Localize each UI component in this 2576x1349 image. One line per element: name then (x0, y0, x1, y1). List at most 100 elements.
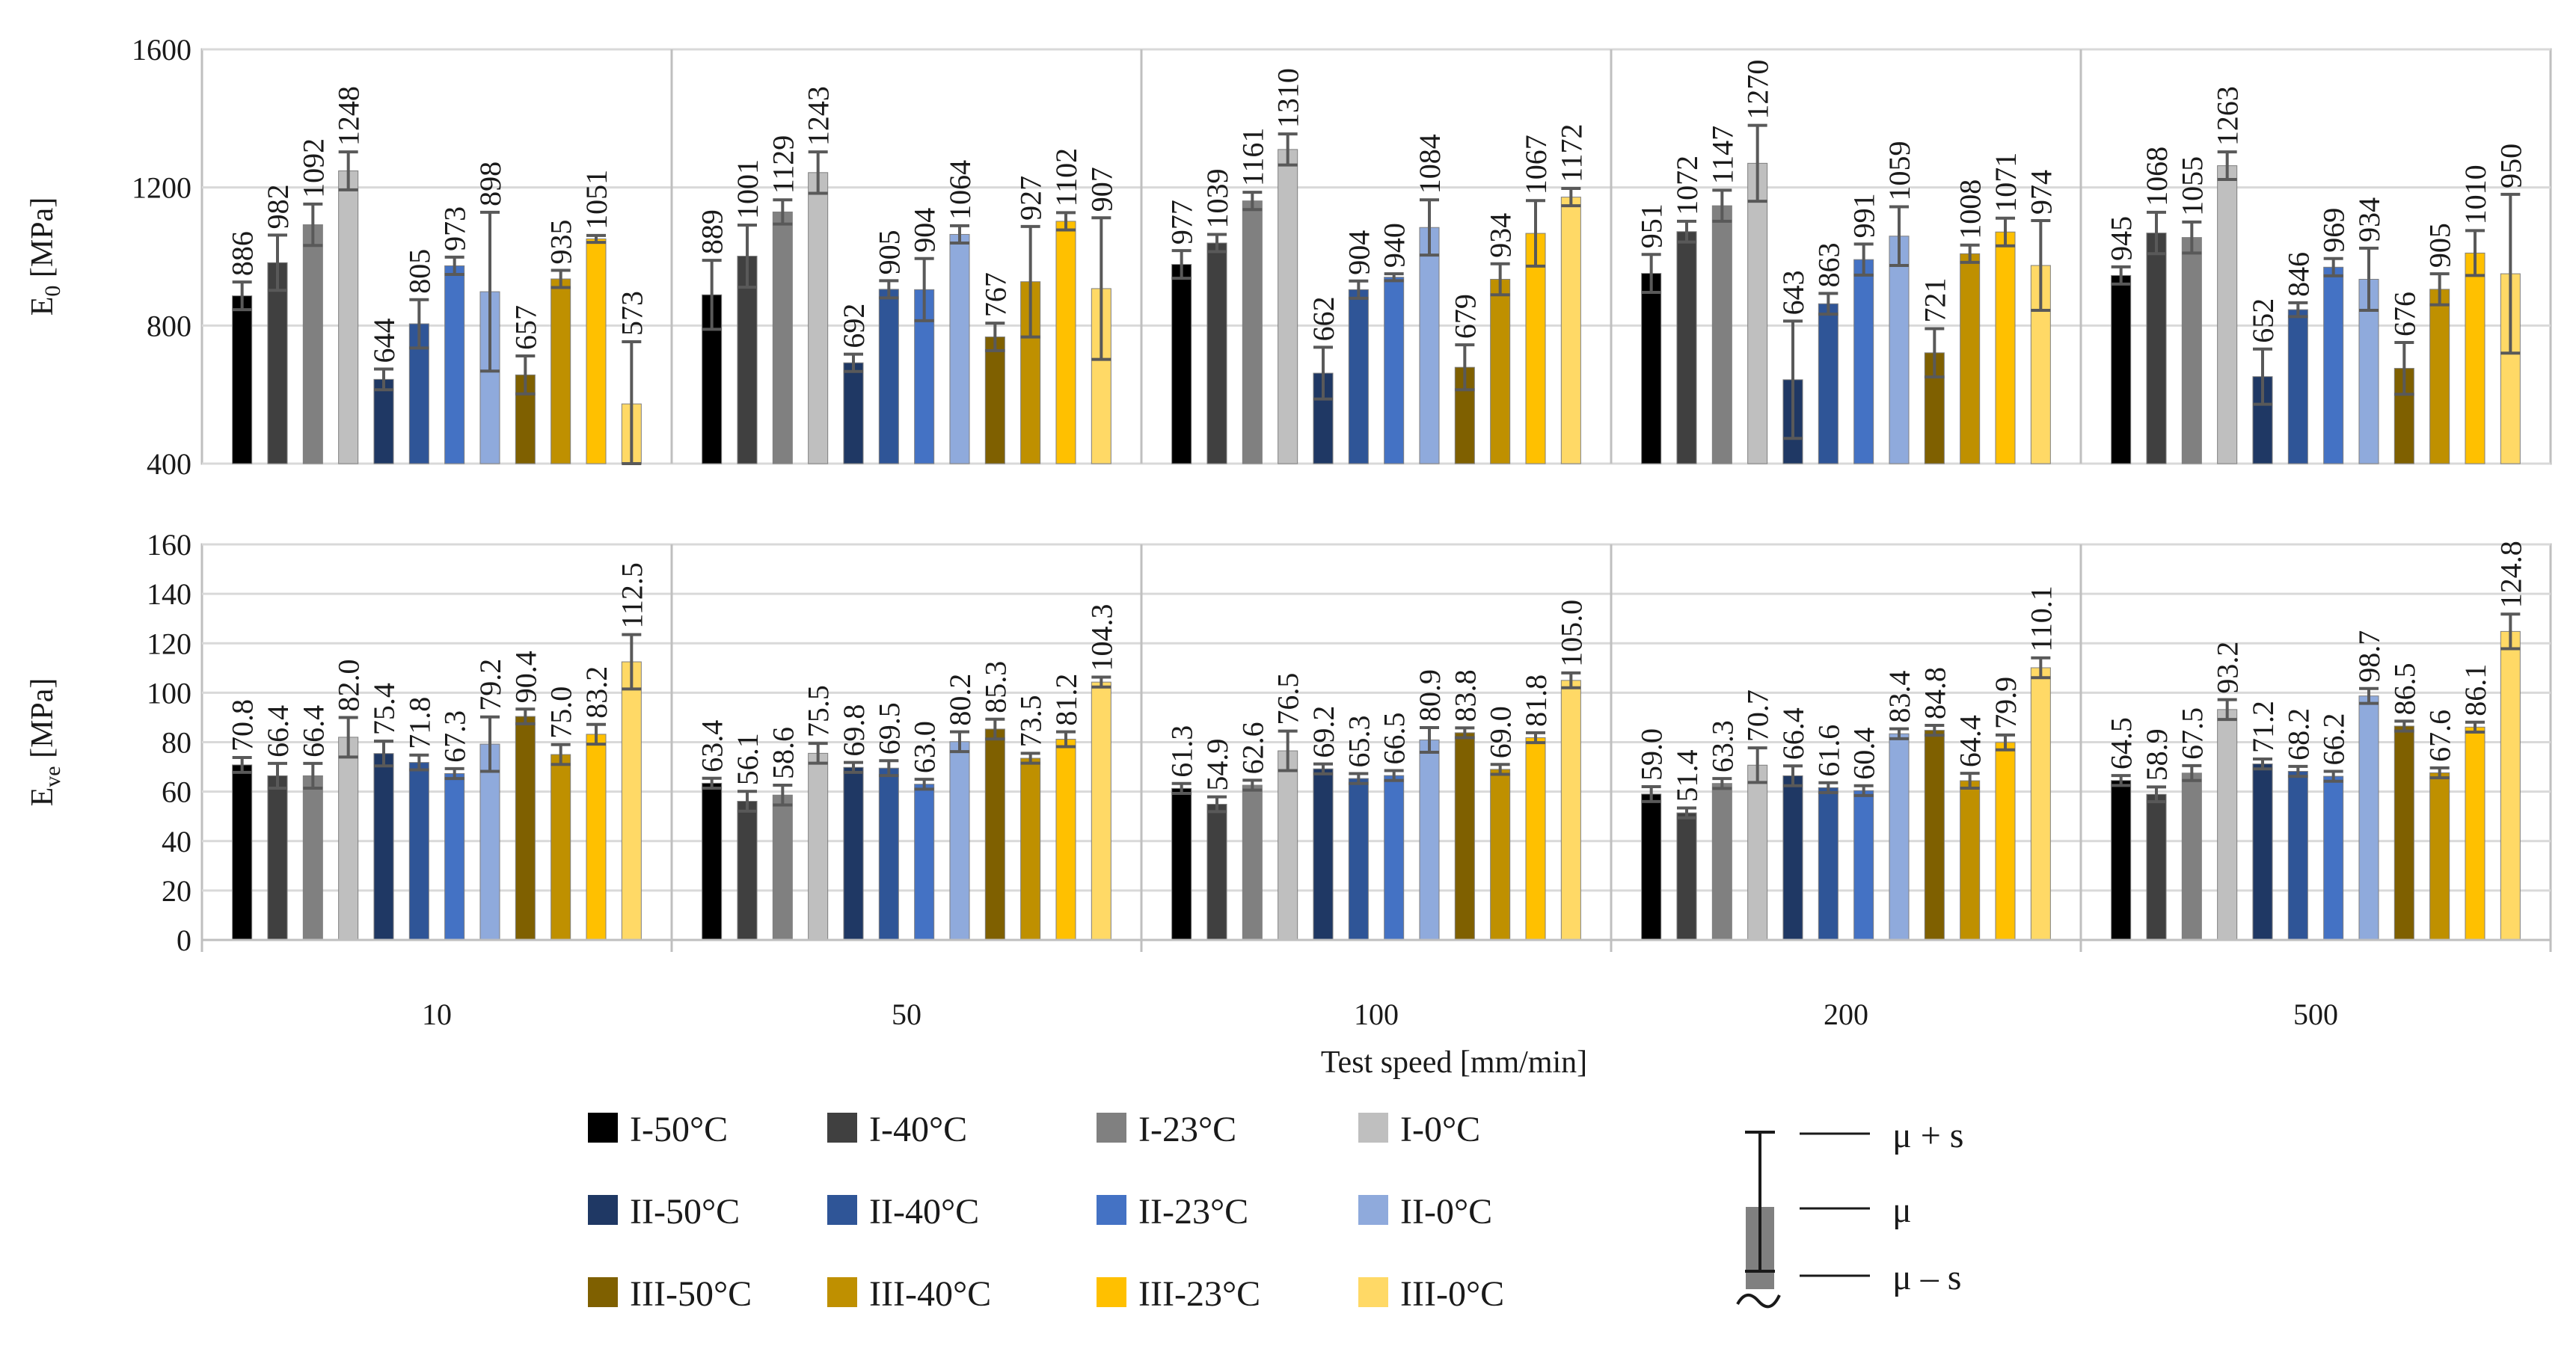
bar (1348, 778, 1369, 941)
legend-label: II-40°C (869, 1192, 979, 1232)
bar (338, 737, 359, 941)
bar (702, 782, 723, 941)
bar (2146, 233, 2167, 464)
data-label: 679 (1448, 294, 1482, 339)
bar (1055, 221, 1076, 464)
data-label: 63.0 (908, 721, 942, 773)
y-tick-label: 400 (147, 447, 191, 481)
data-label: 991 (1847, 193, 1881, 238)
data-label: 124.8 (2494, 541, 2527, 608)
data-label: 846 (2281, 252, 2315, 297)
data-label: 676 (2388, 292, 2421, 337)
data-label: 69.5 (872, 702, 906, 755)
data-label: 58.6 (766, 727, 800, 779)
y-tick-label: 800 (147, 309, 191, 342)
bar (1853, 259, 1874, 464)
bar (2429, 772, 2450, 941)
bar (551, 754, 571, 941)
data-label: 973 (438, 206, 472, 251)
legend-label: III-23°C (1138, 1274, 1260, 1314)
data-label: 935 (545, 219, 578, 264)
bar (302, 775, 323, 941)
bar (479, 743, 500, 941)
y-tick-label: 140 (147, 577, 191, 611)
data-label: 1161 (1236, 128, 1269, 187)
bar (843, 362, 864, 464)
data-label: 1067 (1519, 135, 1553, 194)
data-label: 652 (2246, 298, 2280, 343)
bar (2030, 667, 2051, 941)
y-tick-label: 100 (147, 676, 191, 710)
legend-swatch (827, 1195, 857, 1225)
data-label: 79.2 (473, 659, 507, 711)
data-label: 86.5 (2388, 663, 2421, 715)
legend-label: I-23°C (1138, 1110, 1236, 1149)
bar (1454, 732, 1475, 941)
error-key-upper-label: μ + s (1892, 1116, 1963, 1155)
bar (984, 337, 1005, 464)
data-label: 982 (261, 184, 295, 229)
bar (408, 762, 429, 941)
bar (232, 295, 253, 464)
x-axis-title: Test speed [mm/min] (1321, 1045, 1587, 1080)
bar (586, 734, 607, 941)
data-label: 1072 (1670, 156, 1704, 215)
legend-swatch (1097, 1113, 1126, 1143)
data-label: 904 (908, 208, 942, 253)
data-label: 1147 (1705, 126, 1739, 185)
bar (984, 728, 1005, 941)
data-label: 51.4 (1670, 749, 1704, 802)
bar (267, 262, 288, 464)
bar (232, 764, 253, 941)
bar (1171, 264, 1192, 464)
bar (843, 766, 864, 941)
data-label: 1102 (1049, 148, 1083, 207)
x-tick-label: 10 (422, 998, 452, 1031)
bar (1641, 273, 1662, 464)
data-label: 112.5 (615, 562, 648, 629)
bar (621, 661, 642, 941)
data-label: 662 (1307, 296, 1340, 341)
data-label: 70.8 (226, 699, 260, 752)
bar (1348, 289, 1369, 464)
bar (1171, 787, 1192, 941)
bar (1995, 231, 2016, 464)
bar (1560, 680, 1581, 941)
data-label: 886 (226, 231, 260, 276)
legend-label: III-40°C (869, 1274, 991, 1314)
bar (1924, 730, 1945, 941)
data-label: 63.4 (696, 720, 729, 772)
bar (1853, 790, 1874, 941)
legend-label: I-50°C (630, 1110, 728, 1149)
bar (1747, 162, 1768, 464)
bar (1206, 242, 1227, 464)
data-label: 98.7 (2352, 630, 2386, 683)
data-label: 75.5 (802, 685, 835, 737)
bar (2465, 726, 2485, 941)
bar (444, 265, 465, 464)
data-label: 904 (1342, 230, 1376, 275)
bar (1889, 236, 1910, 464)
bar (1889, 733, 1910, 941)
bar (2217, 165, 2238, 464)
bar (808, 172, 829, 464)
bar (878, 767, 899, 941)
data-label: 69.2 (1307, 706, 1340, 758)
data-label: 63.3 (1705, 720, 1739, 772)
bar (338, 170, 359, 464)
bar (1782, 775, 1803, 941)
y-tick-label: 120 (147, 627, 191, 660)
bar (737, 256, 758, 464)
legend-swatch (1358, 1195, 1388, 1225)
data-label: 934 (1484, 213, 1518, 258)
legend-label: II-23°C (1138, 1192, 1248, 1232)
data-label: 82.0 (332, 659, 366, 711)
data-label: 1039 (1200, 168, 1234, 228)
bar (772, 211, 793, 464)
data-label: 1248 (332, 86, 366, 146)
data-label: 105.0 (1554, 600, 1588, 667)
data-label: 71.8 (402, 697, 436, 749)
data-label: 573 (615, 291, 648, 336)
data-label: 66.4 (1776, 707, 1810, 760)
